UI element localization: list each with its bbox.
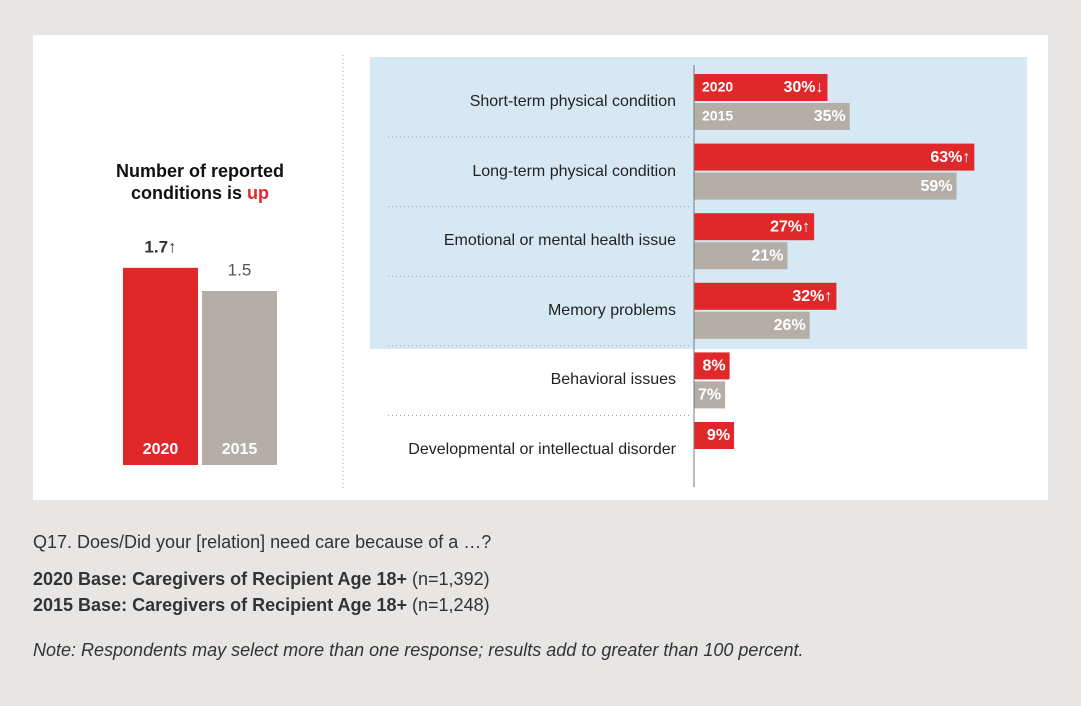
bar-category-label: 2015 [222, 441, 258, 458]
value-label: 30%↓ [783, 79, 823, 96]
bar [694, 213, 815, 241]
base-n: (n=1,248) [412, 595, 490, 615]
value-label: 1.5 [228, 260, 252, 279]
bar [694, 242, 788, 270]
base-line: 2015 Base: Caregivers of Recipient Age 1… [33, 595, 490, 616]
value-label: 32%↑ [792, 288, 832, 305]
category-label: Short-term physical condition [469, 93, 676, 110]
bar [694, 143, 975, 171]
bar [694, 172, 957, 200]
category-label: Memory problems [547, 301, 676, 319]
bar [202, 291, 277, 465]
bar [123, 267, 198, 465]
bar [694, 103, 850, 130]
value-label: 63%↑ [930, 149, 970, 166]
note: Note: Respondents may select more than o… [33, 640, 804, 660]
question: Q17. Does/Did your [relation] need care … [33, 532, 492, 552]
base-label: 2020 Base: Caregivers of Recipient Age 1… [33, 569, 408, 589]
bar [694, 74, 828, 101]
value-label: 7% [698, 387, 721, 404]
value-label: 35% [814, 108, 846, 125]
bar [694, 381, 726, 409]
value-label: 1.7↑ [144, 237, 176, 256]
value-label: 8% [702, 358, 725, 375]
category-label: Behavioral issues [550, 371, 676, 389]
bar [694, 311, 810, 339]
value-label: 26% [774, 317, 806, 334]
value-label: 21% [751, 247, 783, 264]
value-label: 59% [921, 178, 953, 195]
base-label: 2015 Base: Caregivers of Recipient Age 1… [33, 595, 408, 615]
bar [694, 352, 730, 380]
title-text: Number of reported conditions is [115, 161, 284, 203]
left-title: Number of reported conditions is up [95, 160, 305, 204]
base-line: 2020 Base: Caregivers of Recipient Age 1… [33, 569, 490, 590]
category-label: Long-term physical condition [472, 162, 676, 180]
bar-category-label: 2020 [143, 441, 179, 458]
category-label: Emotional or mental health issue [443, 232, 676, 250]
bar [694, 282, 837, 310]
legend-label: 2015 [702, 108, 733, 124]
title-highlight: up [247, 183, 270, 203]
category-label: Developmental or intellectual disorder [408, 441, 676, 458]
value-label: 9% [707, 427, 730, 444]
value-label: 27%↑ [770, 218, 810, 235]
bar [694, 422, 735, 449]
base-n: (n=1,392) [412, 569, 490, 589]
legend-label: 2020 [702, 79, 733, 95]
